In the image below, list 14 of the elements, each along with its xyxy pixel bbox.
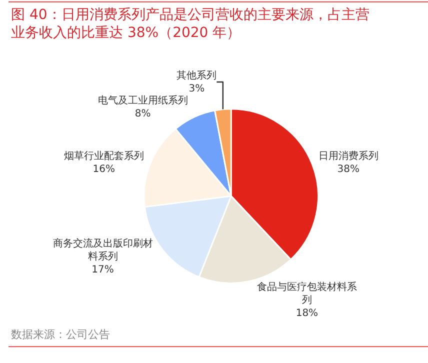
- data-label: 17%: [92, 264, 114, 276]
- slice-label: 烟草行业配套系列: [64, 150, 144, 162]
- slice-label: 日用消费系列: [318, 150, 378, 162]
- data-label: 18%: [296, 308, 318, 319]
- slice-label: 电气及工业用纸系列: [98, 94, 188, 106]
- slice-label: 其他系列: [176, 69, 217, 82]
- source-note: 数据来源：公司公告: [11, 328, 110, 341]
- data-label: 16%: [92, 164, 115, 175]
- data-label: 3%: [188, 83, 205, 94]
- data-label: 38%: [337, 164, 360, 175]
- chart-title: 图 40：日用消费系列产品是公司营收的主要来源，占主营业务收入的比重达 38%（2020 年）: [11, 7, 370, 42]
- slice-label: 食品与医疗包装材料系列: [256, 280, 357, 306]
- data-label: 8%: [134, 108, 151, 120]
- slice-label: 商务交流及出版印刷材料系列: [52, 238, 153, 263]
